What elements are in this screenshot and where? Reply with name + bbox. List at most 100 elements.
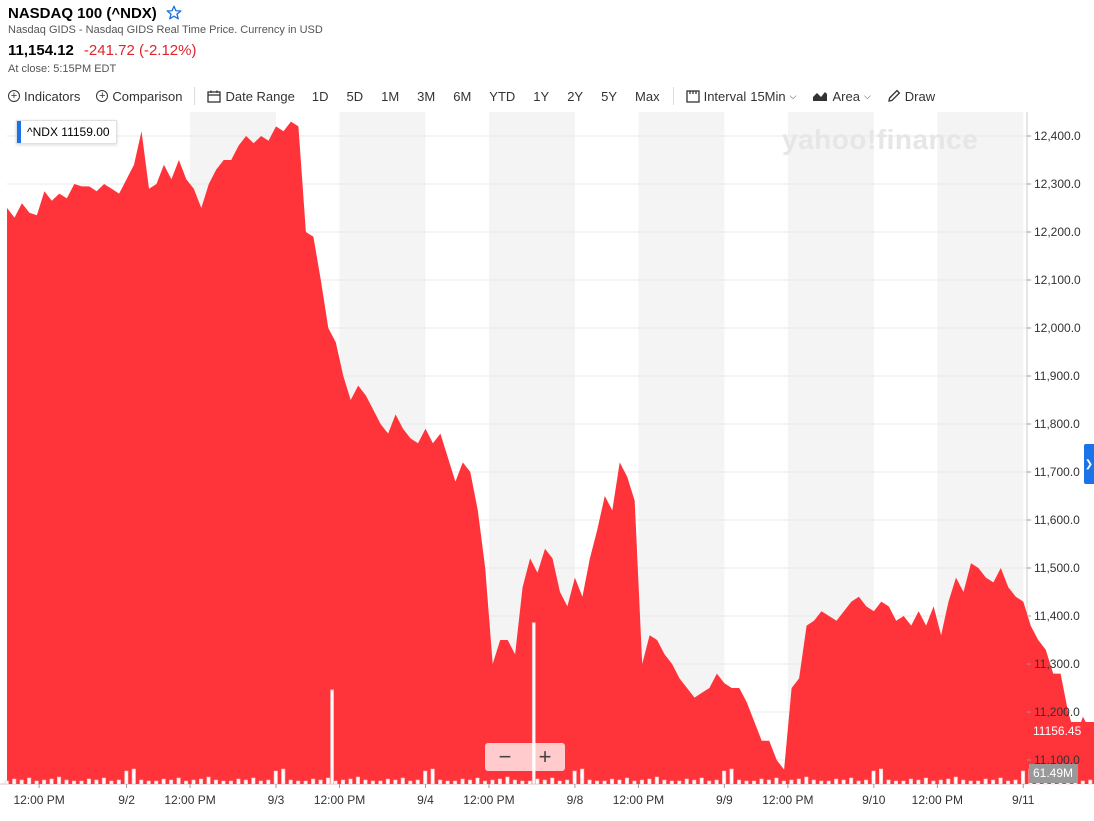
- price-chart[interactable]: 12,400.0 12,300.0 12,200.0 12,100.0 12,000.0…: [0, 112, 1094, 816]
- volume-bar: [617, 779, 622, 785]
- volume-bar: [243, 779, 248, 785]
- page-title: NASDAQ 100 (^NDX): [8, 4, 157, 22]
- volume-bar: [318, 779, 323, 785]
- draw-label: Draw: [904, 88, 936, 104]
- range-6m[interactable]: 6M: [453, 88, 472, 104]
- range-5y[interactable]: 5Y: [601, 88, 618, 104]
- chart-area[interactable]: 12,400.0 12,300.0 12,200.0 12,100.0 12,000.0…: [0, 112, 1094, 821]
- volume-bar: [430, 768, 435, 785]
- volume-spike: [330, 689, 334, 785]
- star-icon[interactable]: [165, 4, 183, 22]
- range-3m[interactable]: 3M: [417, 88, 436, 104]
- comparison-button[interactable]: + Comparison: [88, 89, 190, 104]
- volume-bar: [64, 779, 69, 785]
- volume-bar: [131, 768, 136, 785]
- range-2y[interactable]: 2Y: [567, 88, 584, 104]
- volume-bar: [886, 779, 891, 785]
- volume-bar: [176, 777, 181, 785]
- volume-bar: [333, 780, 338, 785]
- volume-bar: [363, 779, 368, 785]
- volume-bar: [1088, 779, 1093, 785]
- range-ytd[interactable]: YTD: [489, 88, 516, 104]
- range-max[interactable]: Max: [635, 88, 660, 104]
- range-5d[interactable]: 5D: [346, 88, 364, 104]
- volume-bar: [497, 778, 502, 785]
- volume-bar: [527, 780, 532, 785]
- x-tick-label: 9/3: [268, 793, 285, 807]
- volume-bar: [169, 779, 174, 785]
- x-tick-label: 9/4: [417, 793, 434, 807]
- volume-bar: [19, 779, 24, 785]
- y-tick-label: 11,900.0: [1034, 369, 1080, 383]
- volume-bar: [57, 776, 62, 785]
- volume-bar: [288, 779, 293, 785]
- y-axis: 12,400.0 12,300.0 12,200.0 12,100.0 12,000.0…: [1027, 129, 1081, 767]
- volume-bar: [251, 777, 256, 785]
- last-price-tag: 11156.45: [1029, 722, 1094, 741]
- volume-bar: [213, 779, 219, 785]
- volume-bar: [86, 778, 91, 785]
- volume-bar: [946, 778, 951, 785]
- zoom-controls: − +: [485, 743, 565, 771]
- range-1m[interactable]: 1M: [381, 88, 400, 104]
- volume-bar: [699, 777, 704, 785]
- y-tick-label: 11,300.0: [1034, 657, 1080, 671]
- volume-bar: [296, 780, 301, 785]
- volume-bar: [983, 778, 988, 785]
- x-tick-label: 9/11: [1012, 793, 1035, 807]
- volume-bar: [654, 776, 659, 785]
- volume-bar: [355, 776, 361, 785]
- draw-button[interactable]: Draw: [879, 89, 943, 104]
- ticker-tag[interactable]: ^NDX 11159.00: [16, 120, 117, 144]
- volume-bar: [520, 780, 525, 785]
- volume-bar: [228, 780, 233, 785]
- volume-bar: [445, 780, 450, 785]
- y-tick-label: 11,400.0: [1034, 609, 1080, 623]
- volume-bar: [871, 770, 876, 785]
- volume-bar: [12, 778, 17, 785]
- zoom-out-button[interactable]: −: [498, 744, 512, 769]
- x-tick-label: 9/8: [567, 793, 584, 807]
- volume-bar: [789, 779, 794, 785]
- volume-bar: [340, 779, 346, 785]
- volume-spike: [531, 622, 536, 785]
- y-tick-label: 12,100.0: [1034, 273, 1081, 287]
- range-1d[interactable]: 1D: [311, 88, 329, 104]
- y-tick-label: 11,200.0: [1034, 705, 1080, 719]
- interval-button[interactable]: Interval 15Min ⌵: [678, 89, 805, 104]
- plus-circle-icon: +: [8, 90, 20, 102]
- indicators-button[interactable]: + Indicators: [0, 89, 88, 104]
- close-time: At close: 5:15PM EDT: [8, 63, 117, 75]
- x-tick-label: 12:00 PM: [164, 793, 215, 807]
- volume-bar: [602, 780, 607, 785]
- date-range-button[interactable]: Date Range: [199, 89, 302, 104]
- indicators-label: Indicators: [24, 88, 81, 104]
- volume-bar: [109, 780, 114, 785]
- volume-bar: [774, 777, 779, 785]
- volume-bar: [938, 779, 943, 785]
- volume-bar: [423, 770, 428, 785]
- volume-bar: [744, 780, 749, 785]
- current-price: 11,154.12: [8, 42, 74, 59]
- volume-bar: [692, 779, 697, 785]
- volume-bar: [751, 780, 757, 785]
- quote-header: NASDAQ 100 (^NDX) Nasdaq GIDS - Nasdaq G…: [8, 4, 323, 76]
- x-tick-label: 12:00 PM: [13, 793, 64, 807]
- chevron-right-icon[interactable]: ❯: [1084, 444, 1094, 484]
- volume-bar: [976, 780, 981, 785]
- volume-bar: [893, 780, 899, 785]
- volume-bar: [124, 770, 129, 785]
- volume-bar: [453, 780, 458, 785]
- range-1y[interactable]: 1Y: [533, 88, 550, 104]
- x-tick-label: 9/9: [716, 793, 733, 807]
- chart-type-button[interactable]: Area ⌵: [804, 89, 878, 104]
- volume-bar: [864, 779, 869, 785]
- volume-bar: [42, 779, 47, 785]
- volume-bar: [766, 779, 771, 785]
- x-tick-label: 9/2: [118, 793, 135, 807]
- volume-bar: [565, 779, 570, 785]
- zoom-in-button[interactable]: +: [538, 744, 552, 769]
- x-tick-label: 12:00 PM: [463, 793, 514, 807]
- volume-bar: [385, 778, 390, 785]
- volume-bar: [722, 770, 727, 785]
